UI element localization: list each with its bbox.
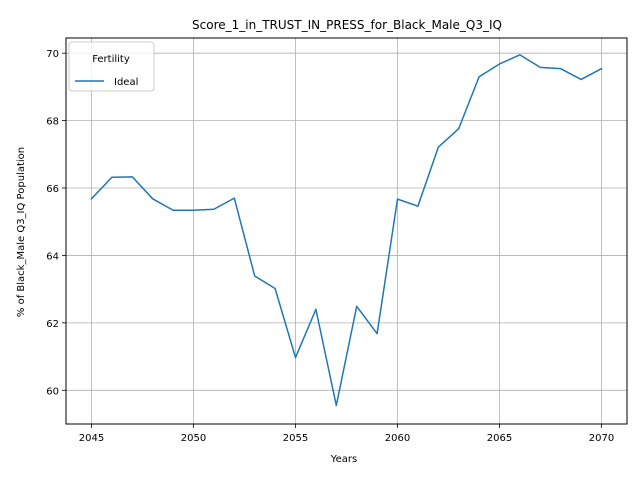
x-tick-label: 2070 (589, 433, 614, 444)
data-point (356, 305, 358, 307)
data-point (539, 66, 541, 68)
x-tick-label: 2060 (385, 433, 410, 444)
data-point (437, 146, 439, 148)
x-tick-label: 2065 (487, 433, 512, 444)
legend-box (68, 41, 155, 92)
plot-area-frame (65, 37, 628, 425)
data-point (417, 205, 419, 207)
data-point (478, 76, 480, 78)
series-line-ideal (90, 54, 603, 407)
data-point (213, 208, 215, 210)
data-point (376, 333, 378, 335)
y-tick-label: 68 (46, 117, 59, 128)
data-point (498, 63, 501, 65)
y-axis-label: % of Black_Male Q3_IQ Population (16, 147, 27, 317)
data-point (192, 209, 195, 211)
data-point (111, 176, 113, 178)
x-tick-label: 2045 (79, 433, 104, 444)
grid-lines (66, 38, 627, 424)
y-tick-label: 60 (46, 386, 59, 397)
data-point (172, 209, 174, 211)
data-point (294, 356, 297, 359)
y-tick-label: 70 (46, 49, 59, 60)
data-point (396, 198, 399, 200)
data-point (233, 197, 235, 199)
x-tick-label: 2055 (283, 433, 308, 444)
data-point (580, 78, 582, 81)
y-axis-ticks: 60 62 64 66 68 70 (46, 49, 66, 397)
y-tick-label: 62 (46, 319, 59, 330)
data-point (254, 275, 256, 277)
chart-title: Score_1_in_TRUST_IN_PRESS_for_Black_Male… (192, 18, 502, 32)
legend: Fertility Ideal (68, 41, 155, 92)
y-tick-label: 64 (46, 251, 59, 262)
x-tick-label: 2050 (181, 433, 206, 444)
data-point (560, 68, 562, 70)
x-axis-ticks: 2045 2050 2055 2060 2065 2070 (79, 424, 614, 444)
data-point (131, 176, 133, 178)
data-point (274, 287, 276, 290)
data-point (600, 68, 603, 70)
data-point (458, 128, 460, 130)
data-point (315, 308, 317, 310)
data-point (152, 198, 154, 200)
x-axis-label: Years (330, 454, 357, 465)
y-tick-label: 66 (46, 184, 59, 195)
legend-title: Fertility (92, 54, 130, 65)
legend-label-ideal: Ideal (114, 77, 138, 88)
data-point (519, 54, 521, 56)
data-point (90, 198, 93, 200)
series-layer (90, 54, 603, 407)
data-point (335, 404, 337, 407)
